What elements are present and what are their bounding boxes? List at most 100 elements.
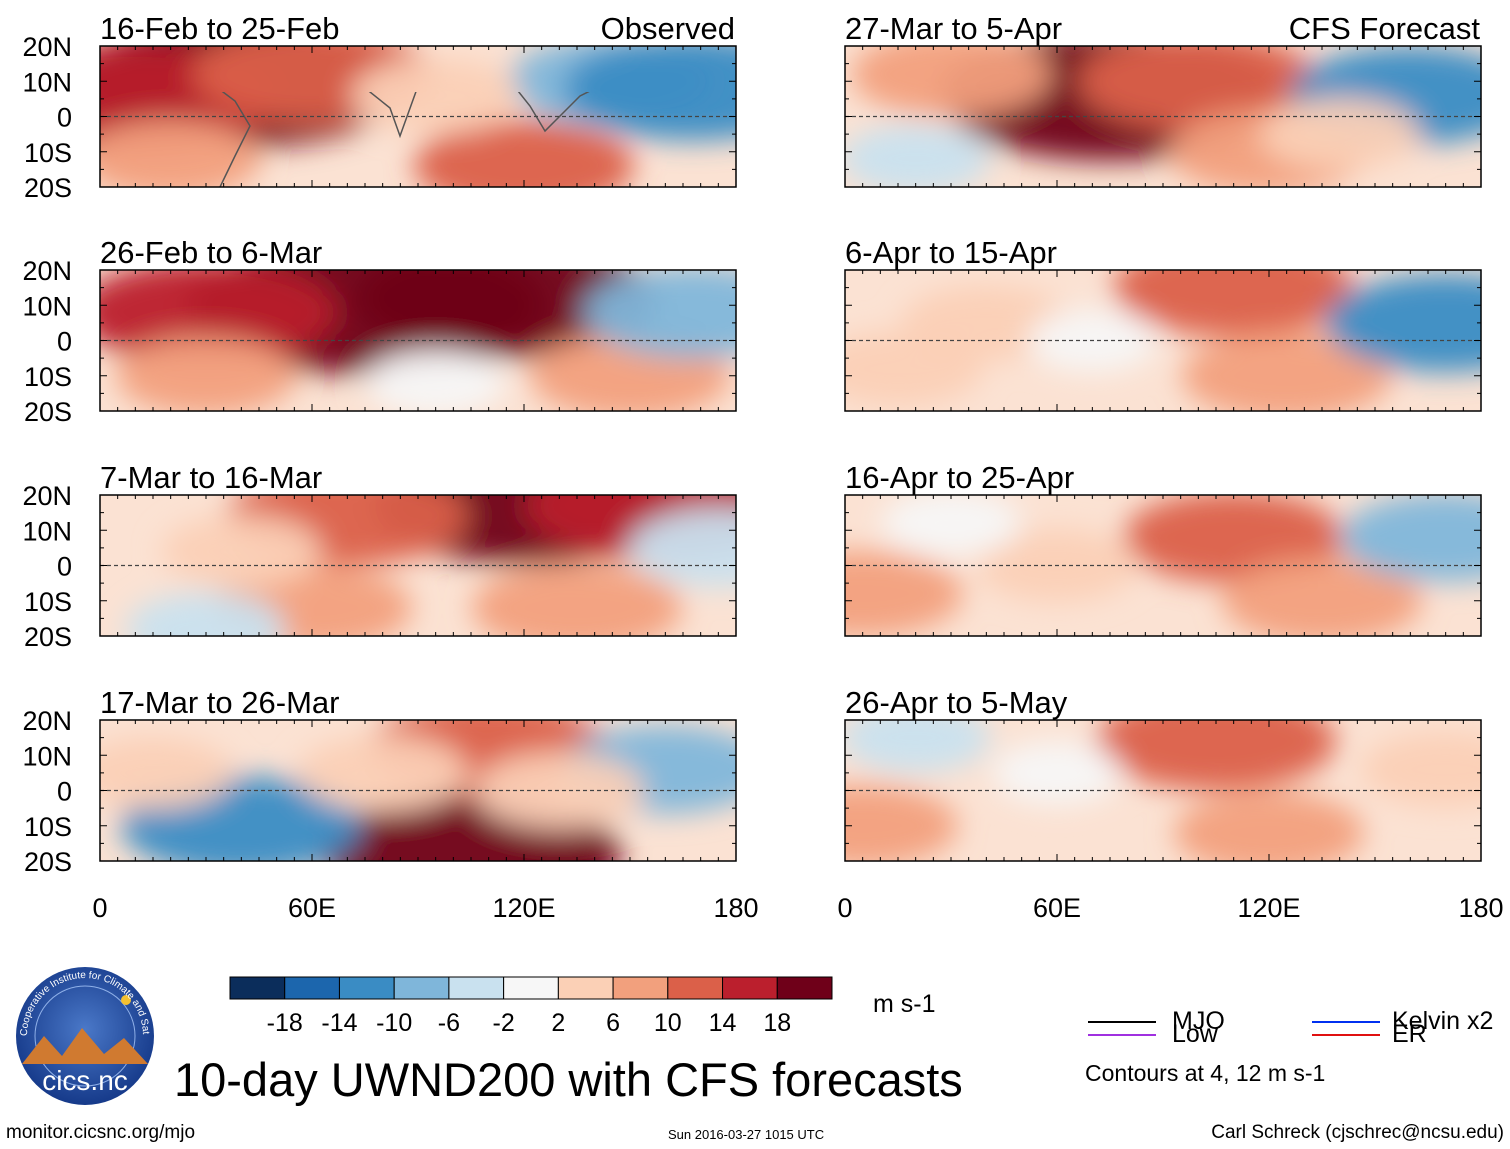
- colorbar: [229, 976, 833, 1000]
- colorbar-swatch: [393, 976, 450, 1000]
- colorbar-units: m s-1: [873, 990, 936, 1018]
- panel-title: 6-Apr to 15-Apr: [845, 235, 1057, 270]
- colorbar-label: -10: [376, 1009, 413, 1037]
- y-tick-label: 10N: [22, 741, 72, 771]
- panel-title: 16-Apr to 25-Apr: [845, 460, 1074, 495]
- anomaly-blob: [100, 119, 261, 187]
- colorbar-swatch: [284, 976, 340, 1000]
- colorbar-swatch: [612, 976, 669, 1000]
- colorbar-label: 2: [551, 1009, 566, 1037]
- colorbar-swatch: [229, 976, 286, 1000]
- contour-note: Contours at 4, 12 m s-1: [1085, 1060, 1326, 1086]
- x-tick-label: 0: [837, 893, 852, 923]
- panel-1: 16-Feb to 25-Feb Observed 20N 10N 0 10S 20S: [22, 11, 737, 203]
- anomaly-blob: [350, 57, 521, 134]
- y-tick-label: 0: [57, 103, 72, 133]
- colorbar-label: 18: [763, 1009, 792, 1037]
- panel-title: 26-Feb to 6-Mar: [100, 235, 322, 270]
- logo-text: cics.nc: [42, 1065, 128, 1096]
- column-title-observed: Observed: [601, 11, 735, 46]
- anomaly-blob: [845, 124, 991, 187]
- colorbar-swatch: [557, 976, 614, 1000]
- y-tick-label: 10N: [22, 291, 72, 321]
- anomaly-blob: [1325, 273, 1481, 373]
- anomaly-blob: [1222, 557, 1422, 636]
- anomaly-blob: [881, 495, 1021, 557]
- anomaly-blob: [1096, 720, 1336, 791]
- panel-6: 6-Apr to 15-Apr: [844, 235, 1482, 412]
- colorbar-label: -18: [266, 1009, 303, 1037]
- colorbar-swatch: [722, 976, 778, 1000]
- colorbar-label: 14: [708, 1009, 737, 1037]
- anomaly-blob: [1340, 495, 1481, 582]
- column-title-forecast: CFS Forecast: [1289, 11, 1481, 46]
- anomaly-blob: [1174, 791, 1364, 861]
- anomaly-blob: [628, 508, 736, 588]
- panel-7: 16-Apr to 25-Apr: [844, 460, 1482, 637]
- anomaly-blob: [116, 336, 296, 411]
- anomaly-blob: [365, 349, 506, 411]
- x-tick-label: 180: [1458, 893, 1503, 923]
- x-tick-label: 0: [92, 893, 107, 923]
- anomaly-blob: [472, 563, 682, 636]
- anomaly-blob: [563, 46, 736, 141]
- colorbar-swatch: [503, 976, 559, 1000]
- x-tick-label: 120E: [1237, 893, 1300, 923]
- colorbar-label: -6: [437, 1009, 461, 1037]
- coastline: [219, 92, 251, 188]
- panel-4: 17-Mar to 26-Mar 20N 10N 0 10S 20S: [22, 685, 737, 877]
- anomaly-blob: [356, 270, 657, 357]
- colorbar-label: -2: [492, 1009, 515, 1037]
- y-tick-label: 10S: [24, 812, 72, 842]
- colorbar-swatch: [448, 976, 505, 1000]
- x-tick-label: 60E: [288, 893, 336, 923]
- panel-title: 16-Feb to 25-Feb: [100, 11, 340, 46]
- y-tick-label: 20N: [22, 706, 72, 736]
- panel-8: 26-Apr to 5-May: [844, 685, 1482, 862]
- anomaly-blob: [845, 784, 958, 861]
- anomaly-blob: [1181, 331, 1392, 411]
- y-tick-label: 20S: [24, 397, 72, 427]
- anomaly-blob: [992, 741, 1122, 805]
- colorbar-swatch: [776, 976, 833, 1000]
- source-url: monitor.cicsnc.org/mjo: [6, 1122, 196, 1143]
- colorbar-swatch: [338, 976, 395, 1000]
- anomaly-blob: [100, 736, 233, 810]
- panel-title: 27-Mar to 5-Apr: [845, 11, 1062, 46]
- y-tick-label: 0: [57, 327, 72, 357]
- x-tick-label: 180: [713, 893, 758, 923]
- panel-2: 26-Feb to 6-Mar 20N 10N 0 10S 20S: [22, 235, 737, 427]
- anomaly-blob: [297, 734, 468, 811]
- cics-logo: Cooperative Institute for Climate and Sa…: [11, 958, 156, 1106]
- y-tick-label: 20S: [24, 847, 72, 877]
- y-tick-label: 20S: [24, 173, 72, 203]
- y-tick-label: 10S: [24, 362, 72, 392]
- anomaly-blob: [851, 46, 1051, 117]
- y-tick-label: 20N: [22, 256, 72, 286]
- legend-label-er: ER: [1392, 1020, 1427, 1048]
- timestamp: Sun 2016-03-27 1015 UTC: [668, 1127, 825, 1142]
- colorbar-label: -14: [321, 1009, 358, 1037]
- y-tick-label: 10N: [22, 516, 72, 546]
- y-tick-label: 0: [57, 777, 72, 807]
- legend-label-mjo: MJO: [1172, 1007, 1225, 1035]
- y-tick-label: 20S: [24, 622, 72, 652]
- legend-line-er: [1312, 1034, 1380, 1036]
- anomaly-blob: [161, 515, 322, 588]
- anomaly-blob: [1360, 731, 1481, 808]
- anomaly-blob: [126, 592, 286, 636]
- x-tick-label: 120E: [492, 893, 555, 923]
- anomaly-blob: [414, 119, 634, 187]
- anomaly-blob: [845, 330, 983, 407]
- anomaly-blob: [474, 752, 645, 829]
- coastline: [368, 92, 417, 139]
- y-tick-label: 0: [57, 552, 72, 582]
- y-tick-label: 10S: [24, 587, 72, 617]
- legend-line-mjo: [1088, 1021, 1156, 1023]
- panel-title: 26-Apr to 5-May: [845, 685, 1068, 720]
- y-tick-label: 20N: [22, 32, 72, 62]
- anomaly-blob: [845, 720, 991, 773]
- y-tick-label: 10S: [24, 138, 72, 168]
- colorbar-label: 10: [653, 1009, 682, 1037]
- colorbar-label: 6: [606, 1009, 621, 1037]
